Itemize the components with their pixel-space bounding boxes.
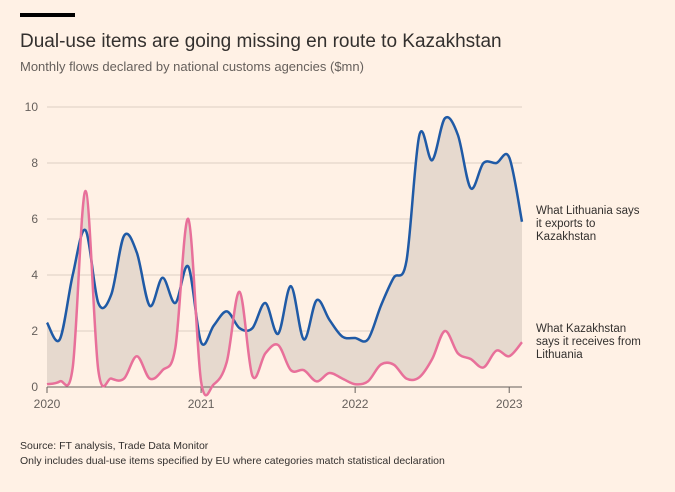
gap-area — [47, 117, 522, 396]
footnote: Only includes dual-use items specified b… — [20, 455, 445, 467]
brand-bar — [20, 13, 75, 17]
chart-subtitle: Monthly flows declared by national custo… — [20, 59, 364, 74]
y-tick-label: 4 — [31, 268, 38, 282]
chart-title: Dual-use items are going missing en rout… — [20, 31, 502, 52]
series-line — [46, 189, 523, 397]
y-tick-label: 6 — [31, 212, 38, 226]
x-tick-label: 2023 — [496, 397, 523, 411]
series-label: What Kazakhstan says it receives from Li… — [536, 323, 641, 361]
x-tick-label: 2022 — [342, 397, 369, 411]
y-tick-label: 10 — [25, 100, 39, 114]
series-label: What Lithuania says it exports to Kazakh… — [536, 205, 640, 243]
y-tick-label: 8 — [31, 156, 38, 170]
source-note: Source: FT analysis, Trade Data Monitor — [20, 440, 209, 452]
x-tick-label: 2020 — [34, 397, 61, 411]
x-tick-label: 2021 — [188, 397, 215, 411]
y-tick-label: 2 — [31, 324, 38, 338]
y-tick-label: 0 — [31, 380, 38, 394]
series-line — [45, 115, 524, 346]
